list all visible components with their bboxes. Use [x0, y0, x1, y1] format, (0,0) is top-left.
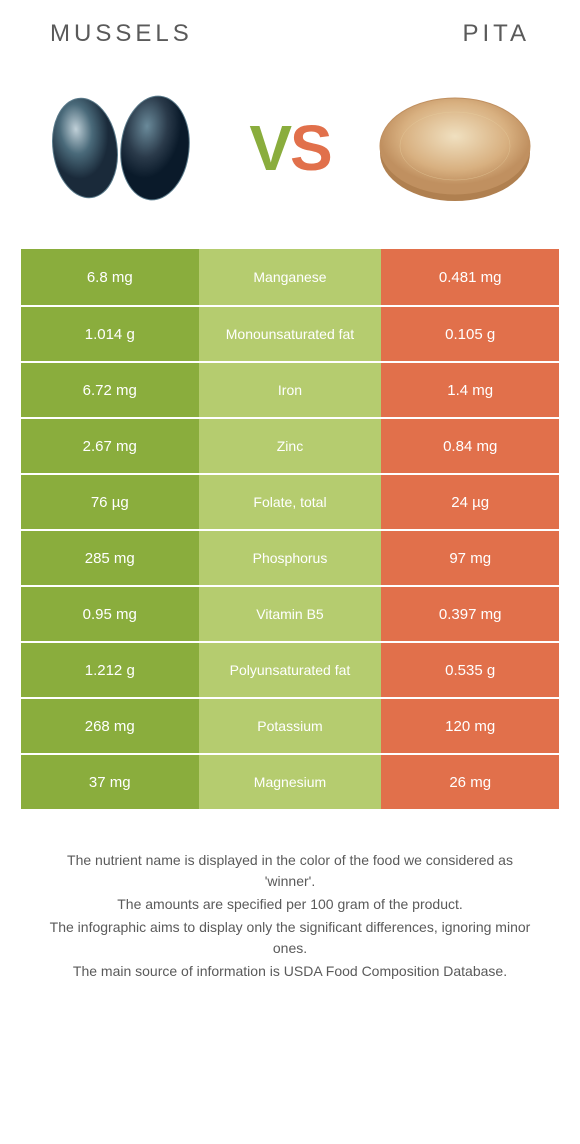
cell-right-value: 24 µg — [381, 475, 559, 529]
footnote-line: The amounts are specified per 100 gram o… — [40, 894, 540, 915]
cell-right-value: 0.481 mg — [381, 249, 559, 305]
cell-left-value: 6.72 mg — [21, 363, 199, 417]
cell-nutrient-name: Potassium — [199, 699, 382, 753]
cell-left-value: 268 mg — [21, 699, 199, 753]
table-row: 1.014 gMonounsaturated fat0.105 g — [21, 305, 559, 361]
table-row: 0.95 mgVitamin B50.397 mg — [21, 585, 559, 641]
cell-right-value: 97 mg — [381, 531, 559, 585]
cell-left-value: 6.8 mg — [21, 249, 199, 305]
table-row: 2.67 mgZinc0.84 mg — [21, 417, 559, 473]
cell-right-value: 0.535 g — [381, 643, 559, 697]
footnotes: The nutrient name is displayed in the co… — [20, 810, 560, 982]
table-row: 268 mgPotassium120 mg — [21, 697, 559, 753]
cell-nutrient-name: Iron — [199, 363, 382, 417]
table-row: 285 mgPhosphorus97 mg — [21, 529, 559, 585]
cell-nutrient-name: Manganese — [199, 249, 382, 305]
footnote-line: The nutrient name is displayed in the co… — [40, 850, 540, 892]
vs-s: S — [290, 112, 331, 184]
table-row: 76 µgFolate, total24 µg — [21, 473, 559, 529]
cell-left-value: 285 mg — [21, 531, 199, 585]
header: Mussels Pita — [20, 20, 560, 68]
cell-left-value: 1.212 g — [21, 643, 199, 697]
pita-image — [370, 78, 540, 218]
cell-right-value: 0.84 mg — [381, 419, 559, 473]
cell-left-value: 1.014 g — [21, 307, 199, 361]
food-title-right: Pita — [462, 20, 530, 48]
cell-nutrient-name: Polyunsaturated fat — [199, 643, 382, 697]
cell-left-value: 37 mg — [21, 755, 199, 809]
mussels-image — [40, 78, 210, 218]
table-row: 37 mgMagnesium26 mg — [21, 753, 559, 809]
cell-right-value: 120 mg — [381, 699, 559, 753]
images-row: VS — [20, 68, 560, 248]
cell-right-value: 0.397 mg — [381, 587, 559, 641]
cell-nutrient-name: Folate, total — [199, 475, 382, 529]
food-title-left: Mussels — [50, 20, 193, 48]
footnote-line: The main source of information is USDA F… — [40, 961, 540, 982]
footnote-line: The infographic aims to display only the… — [40, 917, 540, 959]
cell-nutrient-name: Vitamin B5 — [199, 587, 382, 641]
cell-right-value: 26 mg — [381, 755, 559, 809]
vs-label: VS — [249, 111, 330, 185]
cell-nutrient-name: Monounsaturated fat — [199, 307, 382, 361]
nutrient-table: 6.8 mgManganese0.481 mg1.014 gMonounsatu… — [20, 248, 560, 810]
cell-nutrient-name: Magnesium — [199, 755, 382, 809]
cell-right-value: 1.4 mg — [381, 363, 559, 417]
table-row: 1.212 gPolyunsaturated fat0.535 g — [21, 641, 559, 697]
cell-right-value: 0.105 g — [381, 307, 559, 361]
cell-left-value: 76 µg — [21, 475, 199, 529]
cell-nutrient-name: Zinc — [199, 419, 382, 473]
table-row: 6.72 mgIron1.4 mg — [21, 361, 559, 417]
cell-nutrient-name: Phosphorus — [199, 531, 382, 585]
vs-v: V — [249, 112, 290, 184]
cell-left-value: 0.95 mg — [21, 587, 199, 641]
table-row: 6.8 mgManganese0.481 mg — [21, 249, 559, 305]
cell-left-value: 2.67 mg — [21, 419, 199, 473]
